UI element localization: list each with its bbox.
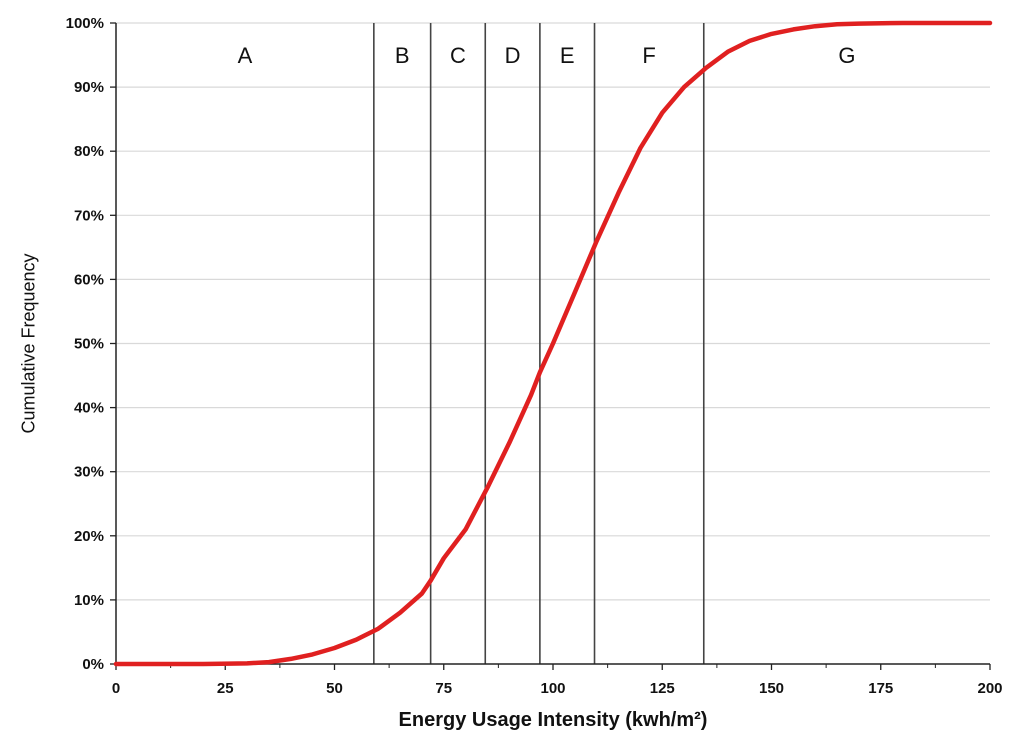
- x-tick-label: 50: [326, 680, 343, 697]
- y-tick-label: 50%: [74, 336, 104, 353]
- y-tick-label: 20%: [74, 528, 104, 545]
- series-line: [113, 20, 993, 667]
- zone-label-f: F: [642, 43, 655, 68]
- x-tick-label: 25: [217, 680, 234, 697]
- x-tick-label: 75: [435, 680, 452, 697]
- y-tick-label: 90%: [74, 79, 104, 96]
- zone-label-a: A: [238, 43, 253, 68]
- x-tick-label: 200: [977, 680, 1002, 697]
- y-tick-label: 0%: [82, 656, 104, 673]
- y-tick-label: 10%: [74, 592, 104, 609]
- zone-label-e: E: [560, 43, 575, 68]
- y-tick-label: 30%: [74, 464, 104, 481]
- y-tick-label: 40%: [74, 400, 104, 417]
- x-tick-label: 150: [759, 680, 784, 697]
- x-tick-label: 0: [112, 680, 120, 697]
- x-axis-title: Energy Usage Intensity (kwh/m²): [399, 709, 708, 731]
- y-tick-label: 80%: [74, 143, 104, 160]
- zone-label-g: G: [838, 43, 855, 68]
- zone-label-c: C: [450, 43, 466, 68]
- y-tick-label: 100%: [66, 15, 104, 32]
- y-tick-label: 70%: [74, 207, 104, 224]
- y-tick-label: 60%: [74, 271, 104, 288]
- zone-label-b: B: [395, 43, 410, 68]
- zone-label-d: D: [505, 43, 521, 68]
- x-tick-label: 100: [540, 680, 565, 697]
- y-axis-title: Cumulative Frequency: [18, 253, 38, 433]
- x-tick-label: 175: [868, 680, 893, 697]
- x-tick-label: 125: [650, 680, 675, 697]
